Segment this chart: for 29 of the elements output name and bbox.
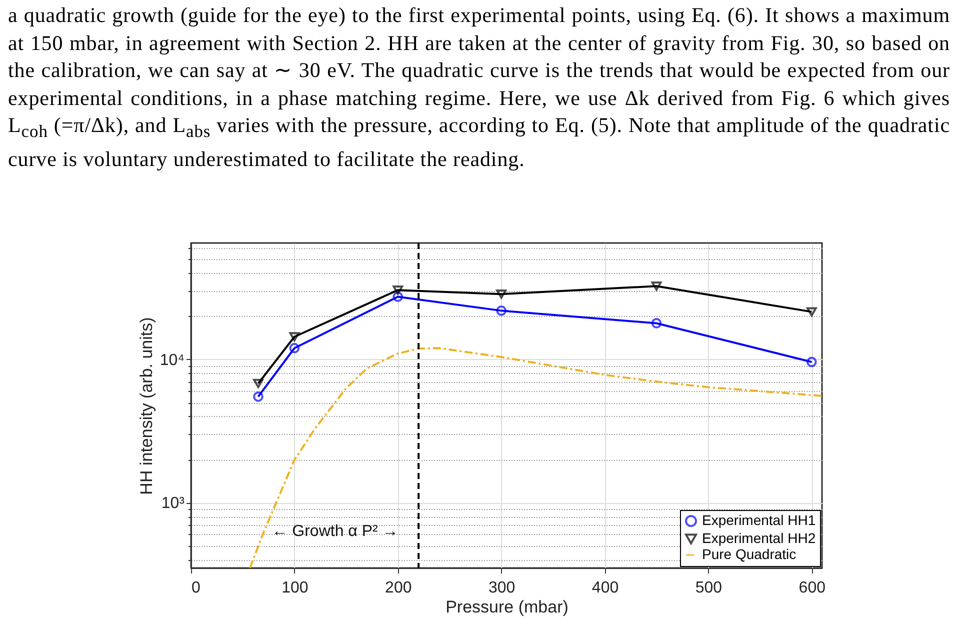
point xyxy=(806,307,817,316)
x-axis-title: Pressure (mbar) xyxy=(446,598,568,616)
point xyxy=(392,292,404,302)
point xyxy=(651,282,662,291)
line-series xyxy=(248,347,822,568)
point xyxy=(253,391,264,402)
y-tick-label: 10⁴ xyxy=(160,352,185,369)
point xyxy=(289,342,300,354)
point xyxy=(496,289,507,299)
x-tick-label: 600 xyxy=(798,580,826,596)
point xyxy=(496,306,507,316)
text: a quadratic growth (guide for the eye) to the first experimental points, using Eq. (6). It shows a maximum at 150 mbar, in agreement with Section 2. HH are taken at the center of gravity from Fig. 30, so based on the calibration, we can say at ∼ 30 eV. The quadratic curve is the trends that would be expected from our experimental conditions, in a phase matching regime. Here, we use Δk derived from Fig. 6 which gives L$_{coh}$ (=π/Δk), and L$_{abs}$ varies with the pressure, according to Eq. (5). Note that amplitude of the quadratic curve is voluntary underestimated to facilitate the reading. xyxy=(8,3,950,171)
x-tick-label: 100 xyxy=(282,580,308,596)
point xyxy=(253,378,264,388)
point xyxy=(289,332,300,342)
legend-label: Pure Quadratic xyxy=(702,546,796,562)
x-tick-label: 200 xyxy=(385,580,412,596)
point xyxy=(651,318,662,328)
x-tick-label: 0 xyxy=(192,580,200,596)
point xyxy=(806,356,817,368)
y-axis-title: HH intensity (arb. units) xyxy=(136,317,156,495)
point xyxy=(392,285,404,295)
annotation: ← Growth α P² → xyxy=(272,523,398,540)
legend-label: Experimental HH1 xyxy=(702,512,816,528)
y-tick-label: 10³ xyxy=(161,495,186,512)
x-tick-label: 500 xyxy=(695,580,722,596)
x-tick-label: 300 xyxy=(488,580,516,596)
x-tick-label: 400 xyxy=(592,580,619,596)
legend-label: Experimental HH2 xyxy=(702,530,816,546)
